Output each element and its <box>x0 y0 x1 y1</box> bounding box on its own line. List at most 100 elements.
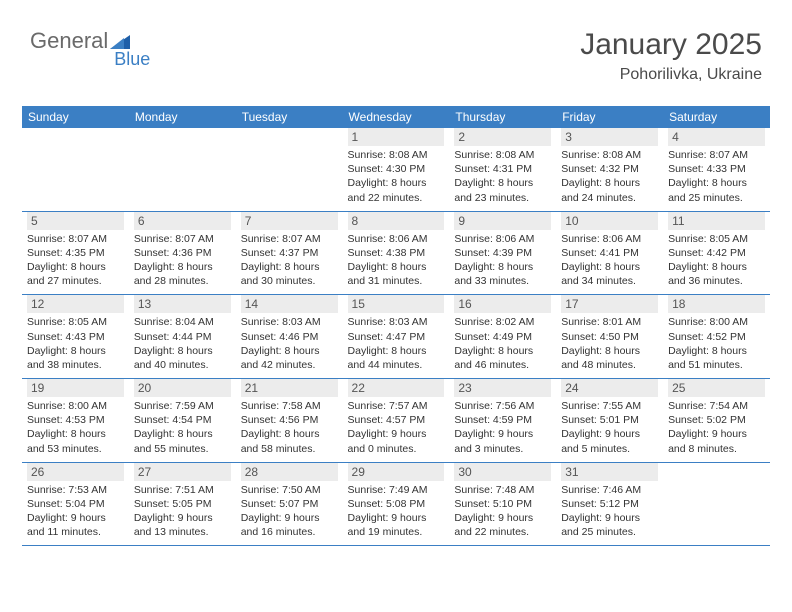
calendar-day-cell: 12 Sunrise: 8:05 AMSunset: 4:43 PMDayligh… <box>22 295 129 378</box>
calendar-day-cell: 16 Sunrise: 8:02 AMSunset: 4:49 PMDayligh… <box>449 295 556 378</box>
calendar-day-cell <box>236 128 343 211</box>
day-header: Monday <box>129 106 236 128</box>
day-details: Sunrise: 8:00 AMSunset: 4:53 PMDaylight:… <box>27 399 124 456</box>
calendar-day-cell <box>22 128 129 211</box>
calendar-header-row: SundayMondayTuesdayWednesdayThursdayFrid… <box>22 106 770 128</box>
day-details: Sunrise: 8:07 AMSunset: 4:36 PMDaylight:… <box>134 232 231 289</box>
calendar-day-cell: 25 Sunrise: 7:54 AMSunset: 5:02 PMDayligh… <box>663 379 770 462</box>
day-number: 27 <box>134 463 231 481</box>
day-number: 3 <box>561 128 658 146</box>
day-number: 4 <box>668 128 765 146</box>
day-number: 24 <box>561 379 658 397</box>
day-details: Sunrise: 8:07 AMSunset: 4:35 PMDaylight:… <box>27 232 124 289</box>
location-text: Pohorilivka, Ukraine <box>580 66 762 84</box>
calendar-day-cell <box>663 463 770 546</box>
day-details: Sunrise: 7:57 AMSunset: 4:57 PMDaylight:… <box>348 399 445 456</box>
day-number: 13 <box>134 295 231 313</box>
day-number: 20 <box>134 379 231 397</box>
calendar-day-cell: 1 Sunrise: 8:08 AMSunset: 4:30 PMDaylight… <box>343 128 450 211</box>
calendar-day-cell: 13 Sunrise: 8:04 AMSunset: 4:44 PMDayligh… <box>129 295 236 378</box>
calendar-day-cell: 15Sunrise: 8:03 AMSunset: 4:47 PMDayligh… <box>343 295 450 378</box>
day-details: Sunrise: 7:54 AMSunset: 5:02 PMDaylight:… <box>668 399 765 456</box>
day-number: 14 <box>241 295 338 313</box>
day-details: Sunrise: 7:50 AMSunset: 5:07 PMDaylight:… <box>241 483 338 540</box>
day-number: 11 <box>668 212 765 230</box>
day-number: 30 <box>454 463 551 481</box>
logo-triangle-icon <box>110 33 130 49</box>
calendar-day-cell: 27Sunrise: 7:51 AMSunset: 5:05 PMDayligh… <box>129 463 236 546</box>
day-number: 28 <box>241 463 338 481</box>
calendar-day-cell: 2 Sunrise: 8:08 AMSunset: 4:31 PMDaylight… <box>449 128 556 211</box>
calendar-week-row: 19 Sunrise: 8:00 AMSunset: 4:53 PMDayligh… <box>22 379 770 463</box>
day-details: Sunrise: 8:00 AMSunset: 4:52 PMDaylight:… <box>668 315 765 372</box>
calendar-day-cell: 18Sunrise: 8:00 AMSunset: 4:52 PMDayligh… <box>663 295 770 378</box>
logo: General Blue <box>30 28 150 54</box>
day-details: Sunrise: 8:02 AMSunset: 4:49 PMDaylight:… <box>454 315 551 372</box>
day-number: 16 <box>454 295 551 313</box>
day-details: Sunrise: 8:08 AMSunset: 4:30 PMDaylight:… <box>348 148 445 205</box>
calendar-week-row: 5 Sunrise: 8:07 AMSunset: 4:35 PMDaylight… <box>22 212 770 296</box>
day-details: Sunrise: 8:06 AMSunset: 4:38 PMDaylight:… <box>348 232 445 289</box>
calendar-day-cell: 9Sunrise: 8:06 AMSunset: 4:39 PMDaylight… <box>449 212 556 295</box>
calendar-day-cell: 21Sunrise: 7:58 AMSunset: 4:56 PMDayligh… <box>236 379 343 462</box>
day-number: 1 <box>348 128 445 146</box>
calendar-week-row: 12 Sunrise: 8:05 AMSunset: 4:43 PMDayligh… <box>22 295 770 379</box>
day-header: Friday <box>556 106 663 128</box>
day-number: 31 <box>561 463 658 481</box>
calendar-day-cell: 14 Sunrise: 8:03 AMSunset: 4:46 PMDayligh… <box>236 295 343 378</box>
day-details: Sunrise: 8:05 AMSunset: 4:42 PMDaylight:… <box>668 232 765 289</box>
day-header: Tuesday <box>236 106 343 128</box>
day-number: 19 <box>27 379 124 397</box>
calendar-day-cell: 11 Sunrise: 8:05 AMSunset: 4:42 PMDayligh… <box>663 212 770 295</box>
calendar-day-cell: 5 Sunrise: 8:07 AMSunset: 4:35 PMDaylight… <box>22 212 129 295</box>
day-number: 22 <box>348 379 445 397</box>
calendar: SundayMondayTuesdayWednesdayThursdayFrid… <box>22 106 770 546</box>
day-details: Sunrise: 8:08 AMSunset: 4:31 PMDaylight:… <box>454 148 551 205</box>
day-number: 23 <box>454 379 551 397</box>
day-details: Sunrise: 8:03 AMSunset: 4:47 PMDaylight:… <box>348 315 445 372</box>
day-details: Sunrise: 8:03 AMSunset: 4:46 PMDaylight:… <box>241 315 338 372</box>
day-details: Sunrise: 8:04 AMSunset: 4:44 PMDaylight:… <box>134 315 231 372</box>
day-number: 21 <box>241 379 338 397</box>
calendar-day-cell: 17 Sunrise: 8:01 AMSunset: 4:50 PMDayligh… <box>556 295 663 378</box>
calendar-day-cell: 26 Sunrise: 7:53 AMSunset: 5:04 PMDayligh… <box>22 463 129 546</box>
calendar-day-cell: 8 Sunrise: 8:06 AMSunset: 4:38 PMDaylight… <box>343 212 450 295</box>
day-details: Sunrise: 8:06 AMSunset: 4:39 PMDaylight:… <box>454 232 551 289</box>
day-number: 8 <box>348 212 445 230</box>
day-number: 10 <box>561 212 658 230</box>
day-number: 2 <box>454 128 551 146</box>
day-header: Wednesday <box>343 106 450 128</box>
day-number: 5 <box>27 212 124 230</box>
day-details: Sunrise: 7:55 AMSunset: 5:01 PMDaylight:… <box>561 399 658 456</box>
day-details: Sunrise: 7:53 AMSunset: 5:04 PMDaylight:… <box>27 483 124 540</box>
day-number: 12 <box>27 295 124 313</box>
page-title: January 2025 <box>580 28 762 62</box>
day-details: Sunrise: 8:06 AMSunset: 4:41 PMDaylight:… <box>561 232 658 289</box>
day-details: Sunrise: 8:07 AMSunset: 4:37 PMDaylight:… <box>241 232 338 289</box>
day-number: 7 <box>241 212 338 230</box>
day-header: Thursday <box>449 106 556 128</box>
logo-text-blue: Blue <box>114 49 150 70</box>
day-details: Sunrise: 7:56 AMSunset: 4:59 PMDaylight:… <box>454 399 551 456</box>
day-number: 6 <box>134 212 231 230</box>
day-number: 17 <box>561 295 658 313</box>
calendar-day-cell: 6 Sunrise: 8:07 AMSunset: 4:36 PMDaylight… <box>129 212 236 295</box>
calendar-week-row: 1 Sunrise: 8:08 AMSunset: 4:30 PMDaylight… <box>22 128 770 212</box>
header-right: January 2025 Pohorilivka, Ukraine <box>580 28 762 84</box>
calendar-day-cell: 10 Sunrise: 8:06 AMSunset: 4:41 PMDayligh… <box>556 212 663 295</box>
day-number: 29 <box>348 463 445 481</box>
day-number: 26 <box>27 463 124 481</box>
calendar-day-cell: 7 Sunrise: 8:07 AMSunset: 4:37 PMDaylight… <box>236 212 343 295</box>
calendar-day-cell: 29Sunrise: 7:49 AMSunset: 5:08 PMDayligh… <box>343 463 450 546</box>
calendar-week-row: 26 Sunrise: 7:53 AMSunset: 5:04 PMDayligh… <box>22 463 770 547</box>
day-details: Sunrise: 8:07 AMSunset: 4:33 PMDaylight:… <box>668 148 765 205</box>
logo-text-general: General <box>30 28 108 54</box>
day-details: Sunrise: 8:01 AMSunset: 4:50 PMDaylight:… <box>561 315 658 372</box>
day-number: 25 <box>668 379 765 397</box>
calendar-day-cell: 30 Sunrise: 7:48 AMSunset: 5:10 PMDayligh… <box>449 463 556 546</box>
day-details: Sunrise: 7:48 AMSunset: 5:10 PMDaylight:… <box>454 483 551 540</box>
day-details: Sunrise: 7:46 AMSunset: 5:12 PMDaylight:… <box>561 483 658 540</box>
calendar-day-cell: 31 Sunrise: 7:46 AMSunset: 5:12 PMDayligh… <box>556 463 663 546</box>
calendar-day-cell: 24 Sunrise: 7:55 AMSunset: 5:01 PMDayligh… <box>556 379 663 462</box>
day-details: Sunrise: 8:05 AMSunset: 4:43 PMDaylight:… <box>27 315 124 372</box>
